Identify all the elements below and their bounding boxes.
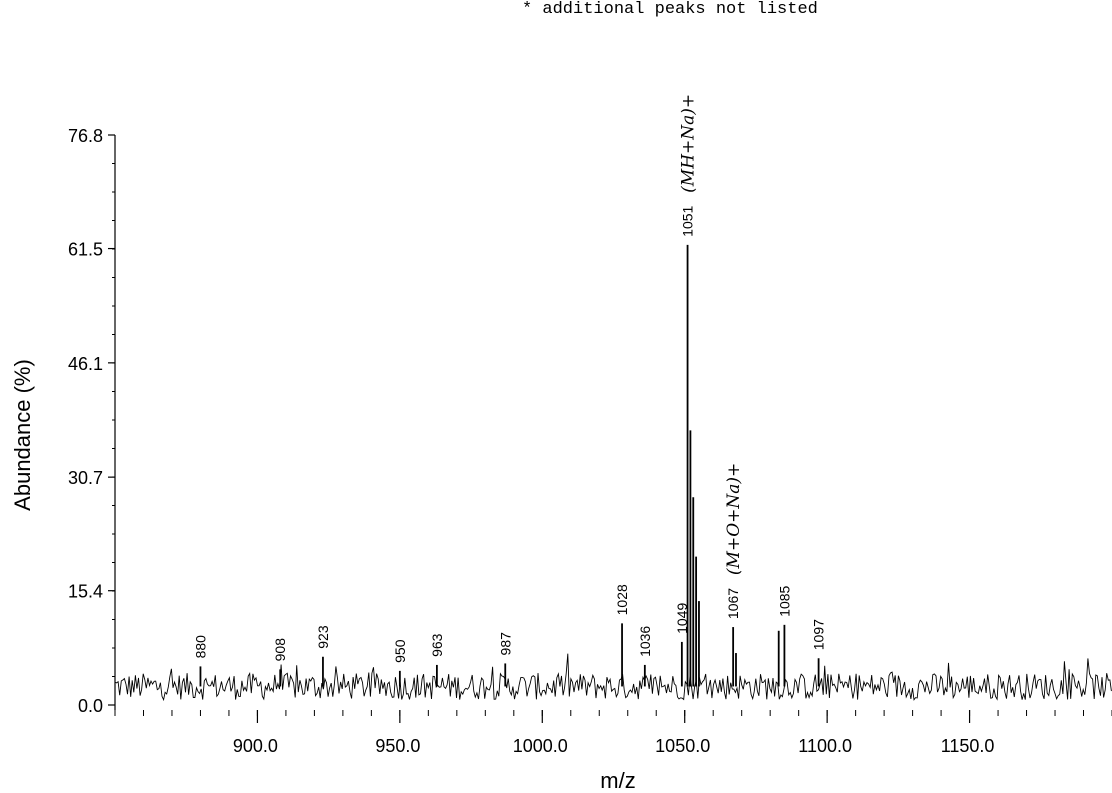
peak-label-1036: 1036 (637, 626, 653, 657)
peak-label-908: 908 (272, 638, 288, 662)
x-axis: 900.0 950.0 1000.0 1050.0 1100.0 1150.0 (114, 710, 1112, 756)
annotations: (MH+Na)+ (M+O+Na)+ (679, 94, 745, 575)
baseline-noise (114, 653, 1112, 702)
x-tick-label: 900.0 (233, 736, 278, 756)
peak-label-1097: 1097 (811, 619, 827, 650)
x-tick-label: 1150.0 (941, 736, 995, 756)
y-tick-label: 30.7 (68, 468, 103, 488)
peak-label-1049: 1049 (674, 603, 690, 634)
annotation-1051: (MH+Na)+ (679, 94, 699, 193)
peak-label-1067: 1067 (725, 588, 741, 619)
x-axis-label: m/z (600, 768, 635, 793)
peak-label-950: 950 (392, 639, 408, 663)
x-tick-label: 1000.0 (513, 736, 568, 756)
y-tick-label: 46.1 (68, 354, 103, 374)
peak-label-1028: 1028 (614, 584, 630, 615)
peak-labels: 880 908 923 950 963 987 1028 1036 1049 1051 1067 10… (192, 205, 826, 662)
peak-label-1085: 1085 (776, 585, 792, 616)
peak-label-963: 963 (429, 633, 445, 657)
header-note: * additional peaks not listed (522, 0, 818, 19)
annotation-1067: (M+O+Na)+ (724, 463, 744, 575)
y-tick-label: 0.0 (78, 696, 103, 716)
peak-label-987: 987 (497, 632, 513, 656)
peaks (199, 244, 820, 687)
x-tick-label: 1100.0 (798, 736, 852, 756)
y-tick-label: 76.8 (68, 126, 103, 146)
y-axis-label: Abundance (%) (10, 359, 35, 511)
y-axis: 0.0 15.4 30.7 46.1 61.5 76.8 (68, 126, 116, 716)
peak-label-880: 880 (192, 635, 208, 659)
y-tick-label: 15.4 (68, 582, 103, 602)
peak-label-923: 923 (315, 625, 331, 649)
x-tick-label: 1050.0 (655, 736, 710, 756)
baseline-noise-trace (114, 653, 1112, 702)
x-tick-label: 950.0 (375, 736, 420, 756)
y-tick-label: 61.5 (68, 240, 103, 260)
peak-label-1051: 1051 (680, 205, 696, 236)
